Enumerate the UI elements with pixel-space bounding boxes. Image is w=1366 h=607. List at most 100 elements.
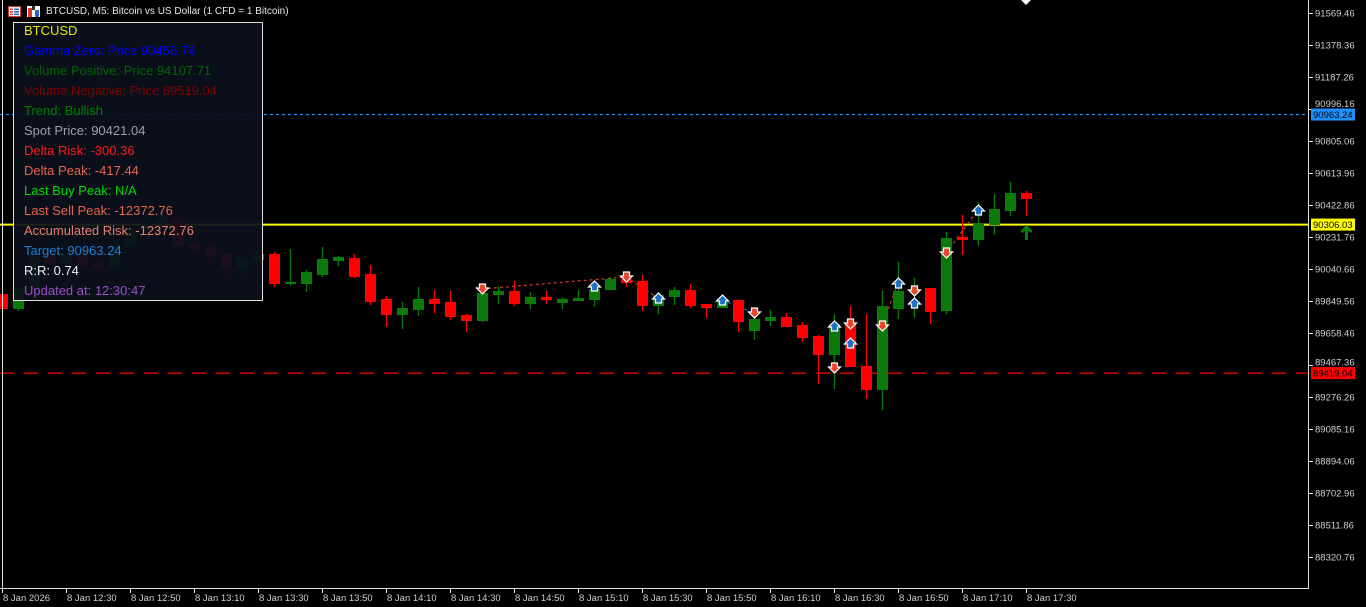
bearish-candle [685,283,696,309]
candle-body [301,272,312,284]
time-tick-label: 8 Jan 17:10 [963,593,1013,604]
time-tick-label: 8 Jan 15:30 [643,593,693,604]
bearish-candle [861,314,872,400]
candle-body [365,274,376,302]
time-tick-label: 8 Jan 15:10 [579,593,629,604]
candle-body [701,304,712,309]
candle-body [989,208,1000,226]
price-level-tag [1311,218,1355,231]
price-tick-label: 88320.76 [1315,553,1355,564]
price-tick-label: 90231.76 [1315,233,1355,244]
bullish-candle [397,301,408,330]
candle-body [333,257,344,262]
sell-arrow-icon [907,285,922,297]
updated-at-text: Updated at: 12:30:47 [24,283,146,298]
time-tick-label: 8 Jan 14:10 [387,593,437,604]
time-tick-label: 8 Jan 12:30 [67,593,117,604]
sell-arrow-icon [475,283,490,295]
chart-list-icon[interactable] [8,5,21,17]
price-axis[interactable]: 91569.46 91378.36 91187.26 90996.16 90805.06… [1308,9,1355,564]
gamma-zero-text: Gamma Zero: Price 90456.74 [24,43,196,58]
price-tick-label: 89658.46 [1315,329,1355,340]
price-tick-label: 90996.16 [1315,99,1355,110]
price-level-labels: 90963.24 90306.03 89419.04 [1311,108,1355,380]
time-tick-label: 8 Jan 13:10 [195,593,245,604]
bullish-candle [285,248,296,287]
candle-body [973,223,984,241]
price-tick-label: 88894.06 [1315,457,1355,468]
signal-link-line [481,276,627,290]
info-panel: BTCUSD Gamma Zero: Price 90456.74 Volume… [13,22,263,301]
candle-body [285,282,296,284]
buy-arrow-icon [651,292,666,304]
candle-body [429,299,440,305]
candle-body [589,289,600,301]
bearish-candle [845,306,856,368]
candle-body [525,297,536,305]
candle-body [461,315,472,322]
bearish-candle [957,215,968,256]
bullish-candle [477,293,488,323]
price-tick-label: 90805.06 [1315,137,1355,148]
current-bar-marker-icon [1021,0,1031,5]
candle-body [509,291,520,305]
chart-window-icon[interactable] [27,5,40,17]
bearish-candle [701,304,712,319]
bearish-candle [925,287,936,325]
bearish-candle [349,254,360,279]
bullish-candle [493,286,504,305]
bullish-candle [941,232,952,315]
bullish-candle [989,194,1000,236]
sell-arrow-icon [619,271,634,283]
candle-body [605,279,616,291]
candle-body [813,336,824,356]
candle-body [637,280,648,307]
price-level-tag-label: 89419.04 [1313,369,1353,380]
candle-body [493,291,504,295]
candle-body [557,299,568,304]
price-tick-label: 90040.66 [1315,265,1355,276]
candle-body [925,287,936,313]
trend-text: Trend: Bullish [24,103,103,118]
volume-negative-text: Volume Negative: Price 89519.04 [24,83,217,98]
bullish-candle [877,291,888,411]
price-tick-label: 89849.56 [1315,297,1355,308]
bearish-candle [445,291,456,320]
sell-arrow-icon [875,320,890,332]
candle-body [397,308,408,316]
price-tick-label: 88702.96 [1315,489,1355,500]
price-tick-label: 89467.36 [1315,358,1355,369]
candle-body [413,299,424,311]
time-tick-label: 8 Jan 16:50 [899,593,949,604]
buy-arrow-icon [843,337,858,349]
buy-arrow-icon [715,294,730,306]
candle-body [765,317,776,322]
candle-body [477,293,488,322]
candle-body [541,297,552,301]
last-buy-peak-text: Last Buy Peak: N/A [24,183,137,198]
bearish-candle [1021,191,1032,217]
candle-body [573,298,584,302]
candle-body [0,294,8,309]
time-tick-label: 8 Jan 16:10 [771,593,821,604]
buy-arrow-icon [827,320,842,332]
candle-body [829,324,840,356]
bullish-candle [573,290,584,302]
buy-arrow-icon [971,204,986,216]
bearish-candle [461,314,472,333]
bearish-candle [797,322,808,343]
bearish-candle [541,291,552,305]
candle-body [349,258,360,277]
bearish-candle [637,275,648,312]
time-tick-label: 8 Jan 17:30 [1027,593,1077,604]
bearish-candle [365,265,376,306]
sell-arrow-icon [827,362,842,374]
last-sell-peak-text: Last Sell Peak: -12372.76 [24,203,173,218]
buy-arrow-icon [907,297,922,309]
time-axis[interactable]: 8 Jan 2026 8 Jan 12:30 8 Jan 12:50 8 Jan 13… [2,588,1077,604]
bearish-candle [813,335,824,384]
accumulated-risk-text: Accumulated Risk: -12372.76 [24,223,194,238]
price-tick-label: 90613.96 [1315,169,1355,180]
bullish-candle [765,310,776,327]
chart-title: BTCUSD, M5: Bitcoin vs US Dollar (1 CFD … [46,5,289,17]
